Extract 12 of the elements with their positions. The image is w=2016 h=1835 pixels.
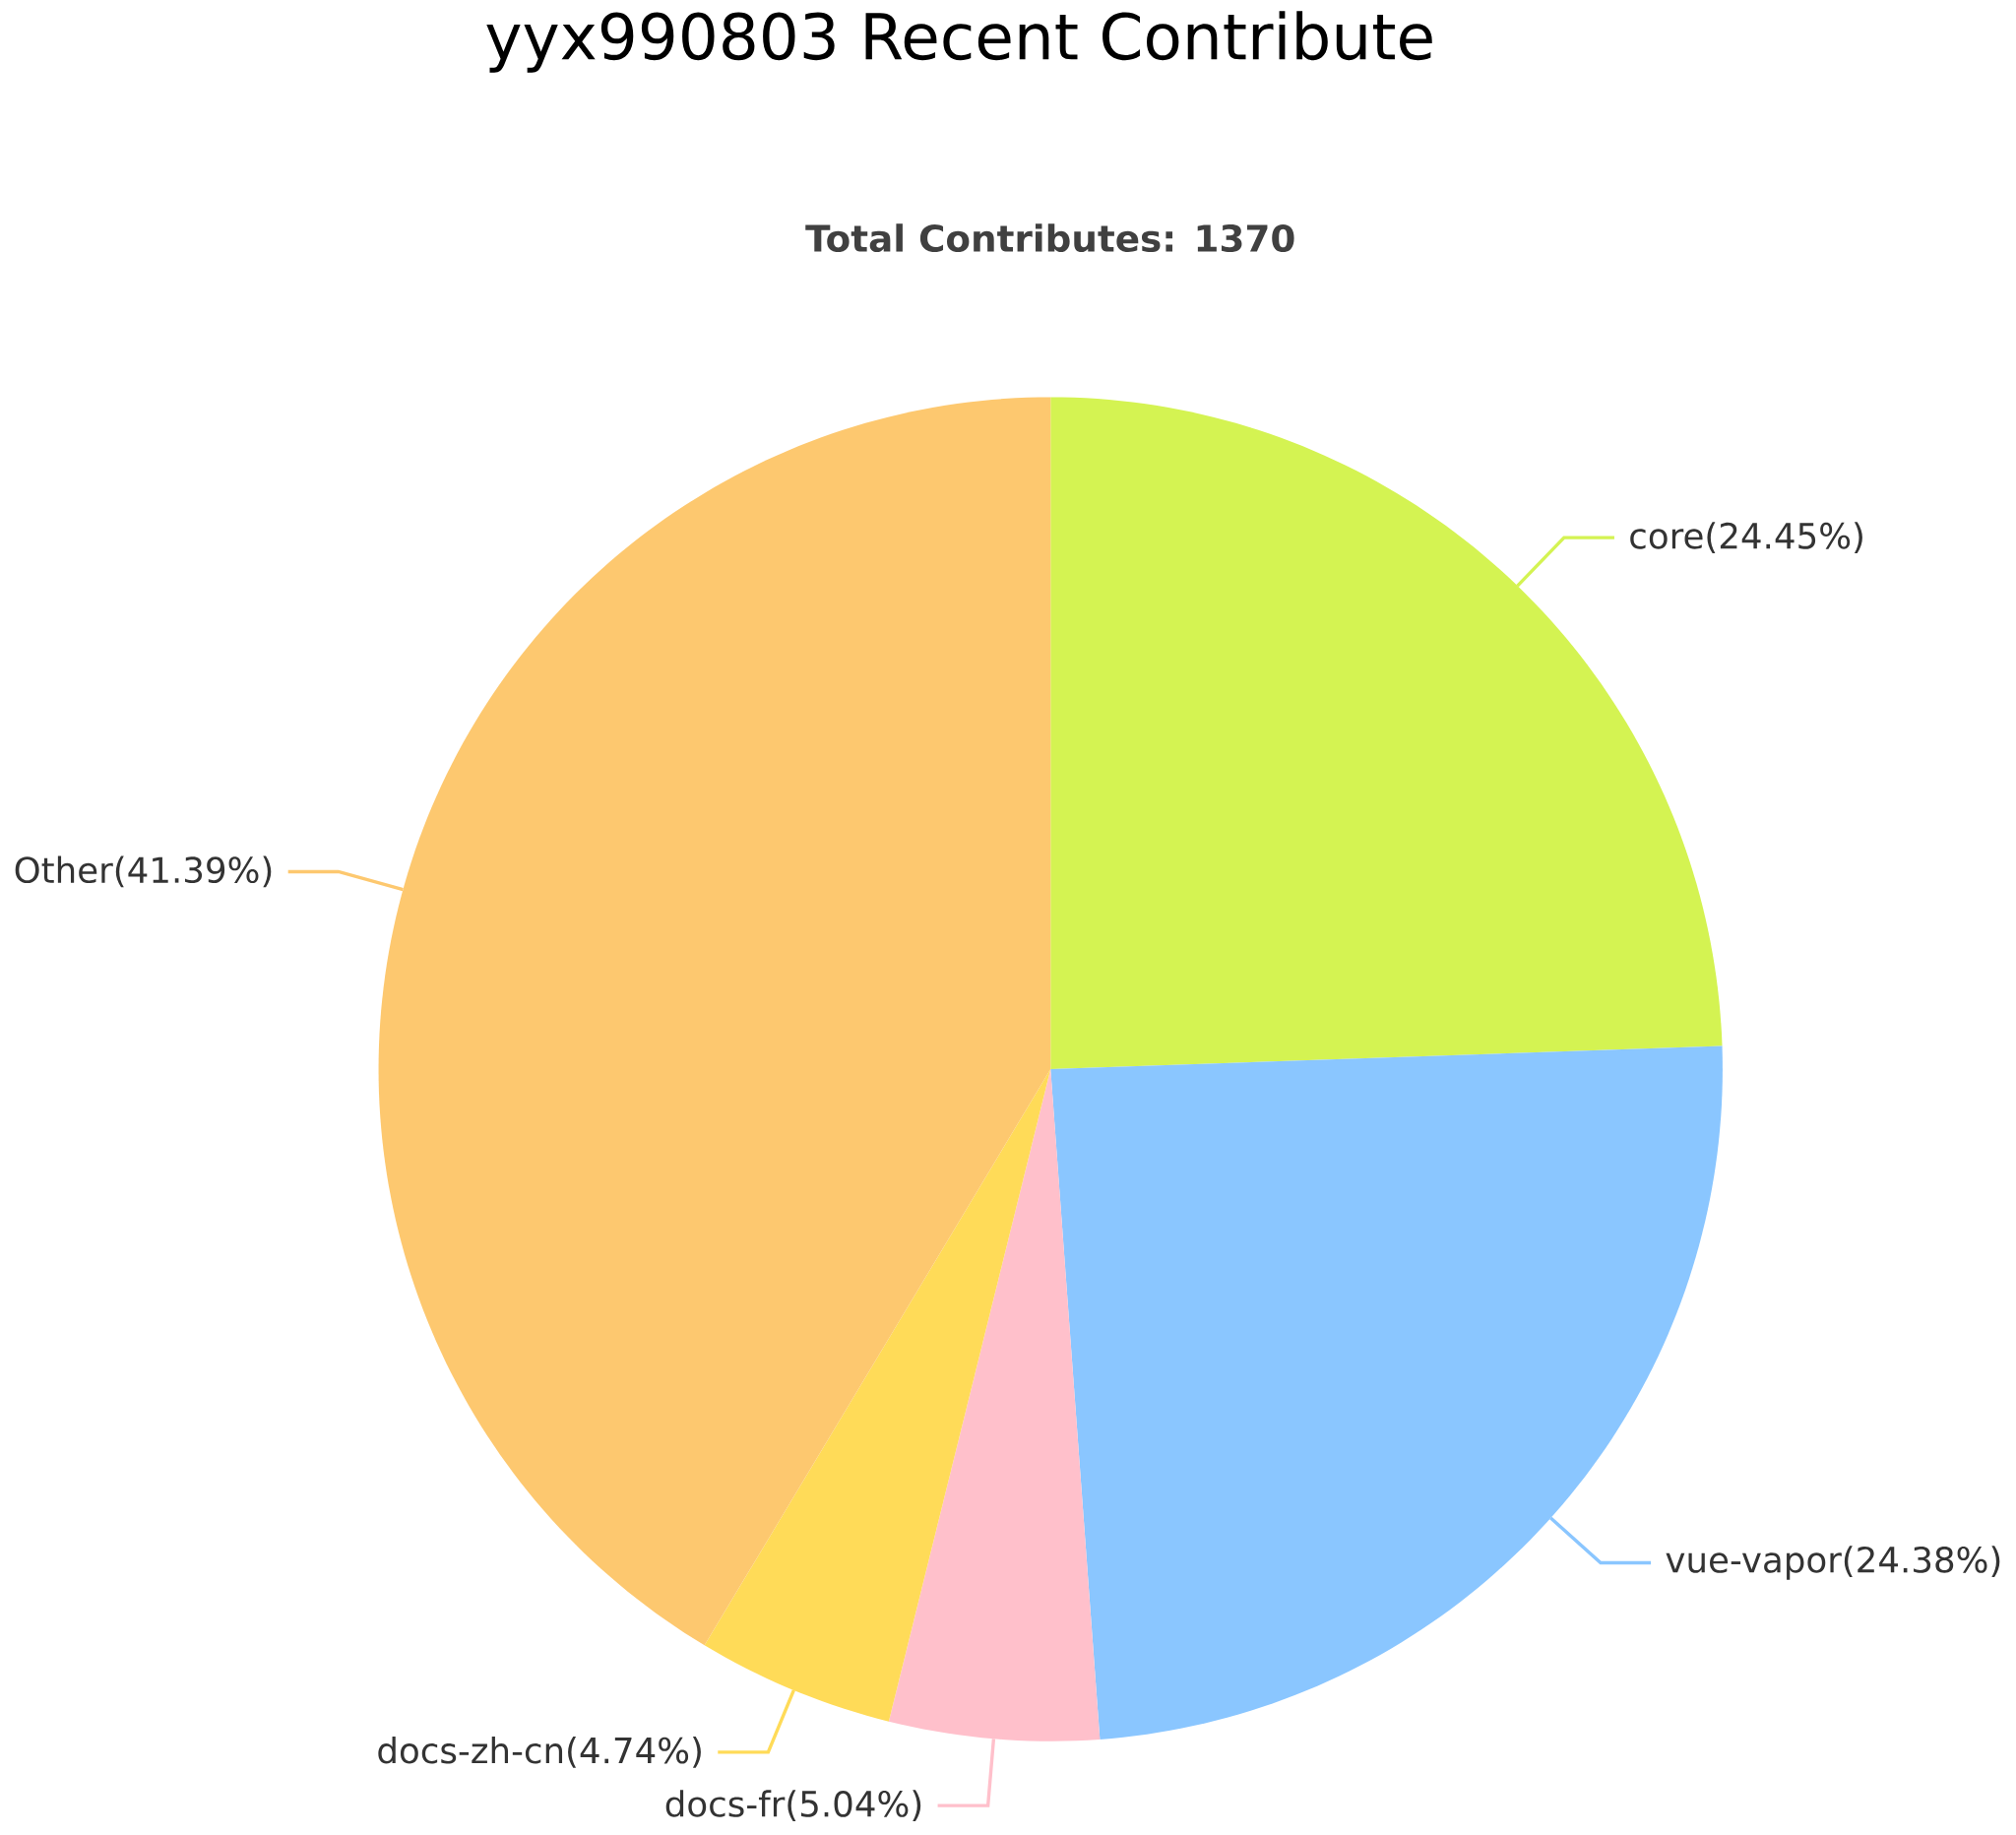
- slice-label: docs-zh-cn: [378, 1737, 563, 1764]
- chart-subtitle: Total Contributes: 1370: [805, 223, 1294, 253]
- data-label: (24.38%): [1844, 1546, 2000, 1578]
- slice-label: core: [1630, 529, 1703, 549]
- slice-label: Other: [15, 855, 113, 884]
- data-label: (5.04%): [788, 1790, 921, 1822]
- chart-title: yyx990803 Recent Contribute: [486, 11, 1432, 73]
- data-label: (41.39%): [115, 855, 272, 888]
- slice-label: vue-vapor: [1666, 1552, 1842, 1580]
- data-label: (24.45%): [1707, 522, 1862, 554]
- slice-label: docs-fr: [665, 1790, 786, 1817]
- data-label: (4.74%): [568, 1737, 701, 1768]
